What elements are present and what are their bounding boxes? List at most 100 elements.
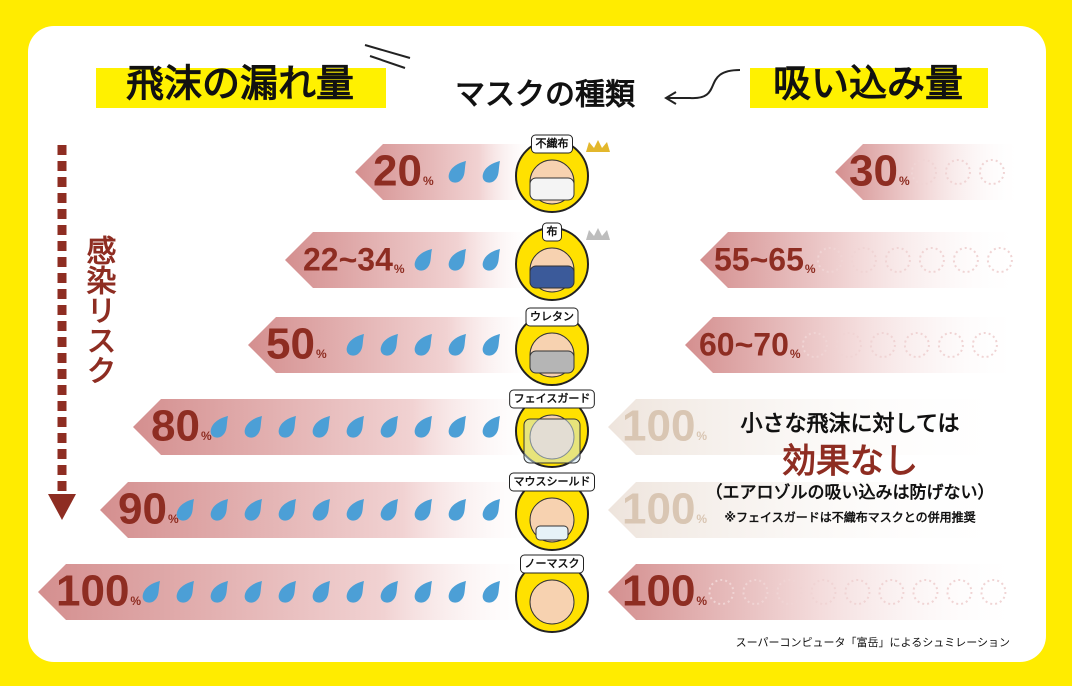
droplet <box>142 581 160 603</box>
mask-label: マウスシールド <box>514 475 591 488</box>
droplet <box>210 581 228 603</box>
emission-unit: % <box>168 512 179 526</box>
right-title: 吸い込み量 <box>773 62 963 106</box>
risk-label: 感染リスク <box>81 235 117 385</box>
footer: スーパーコンピュータ「富岳」によるシュミレーション <box>736 635 1010 649</box>
mask-label-bg <box>509 472 595 492</box>
aerosol <box>844 579 871 605</box>
face <box>529 579 575 625</box>
droplet <box>312 416 330 438</box>
droplet <box>448 334 466 356</box>
crown <box>586 140 610 152</box>
emission-unit: % <box>130 594 141 608</box>
aerosol <box>918 247 945 273</box>
emission-value: 22~34 <box>303 241 393 277</box>
aerosol <box>946 579 973 605</box>
title-arrow-head <box>664 91 677 105</box>
mask-label: ノーマスク <box>525 557 580 570</box>
droplet <box>380 581 398 603</box>
note-line: 小さな飛沫に対しては <box>741 412 960 437</box>
droplet <box>482 416 500 438</box>
inhalation-value: 100 <box>622 567 695 616</box>
title-highlight <box>96 68 386 108</box>
aerosol <box>910 159 937 185</box>
aerosol <box>869 332 896 358</box>
droplet <box>414 581 432 603</box>
droplet <box>448 249 466 271</box>
title-arrow <box>668 69 741 100</box>
droplet <box>176 499 194 521</box>
aerosol <box>884 247 911 273</box>
note-emphasis: 効果なし <box>782 442 918 482</box>
emission-unit: % <box>201 429 212 443</box>
droplet <box>380 416 398 438</box>
inhalation-arrow <box>608 399 1022 455</box>
emission-unit: % <box>316 347 327 361</box>
crown <box>586 228 610 240</box>
aerosol <box>810 579 837 605</box>
aerosol <box>835 332 862 358</box>
risk-arrow-head <box>48 494 76 520</box>
mask-label: ウレタン <box>530 310 574 323</box>
mouth-shield <box>535 525 569 541</box>
center-title: マスクの種類 <box>455 78 636 113</box>
aerosol <box>937 332 964 358</box>
mask-label-bg <box>520 554 584 574</box>
mask <box>529 350 575 374</box>
droplet <box>312 499 330 521</box>
mask-label-bg <box>542 222 562 242</box>
mask-label: 布 <box>547 224 558 238</box>
inhalation-arrow <box>835 144 1022 200</box>
droplet <box>448 581 466 603</box>
emission-arrow <box>355 144 532 200</box>
droplet <box>448 416 466 438</box>
emission-value: 50 <box>266 320 315 369</box>
aerosol <box>816 247 843 273</box>
inhalation-value: 100 <box>622 402 695 451</box>
aerosol <box>944 159 971 185</box>
droplet <box>176 581 194 603</box>
left-title: 飛沫の漏れ量 <box>126 62 354 106</box>
mask-label-bg <box>525 307 579 327</box>
mask <box>529 177 575 201</box>
droplet <box>482 499 500 521</box>
droplet <box>448 161 466 183</box>
aerosol <box>978 159 1005 185</box>
title-highlight <box>750 68 988 108</box>
emission-arrow <box>133 399 532 455</box>
droplet <box>346 334 364 356</box>
droplet <box>346 499 364 521</box>
droplet <box>312 581 330 603</box>
mask-label-bg <box>531 134 573 154</box>
droplet <box>414 416 432 438</box>
speed-lines <box>364 44 411 69</box>
inhalation-arrow <box>608 482 1022 538</box>
droplet <box>278 581 296 603</box>
aerosol <box>708 579 735 605</box>
inhalation-value: 100 <box>622 485 695 534</box>
droplet <box>244 416 262 438</box>
droplet <box>210 416 228 438</box>
inhalation-unit: % <box>696 594 707 608</box>
inhalation-arrow <box>608 564 1022 620</box>
droplet <box>346 416 364 438</box>
aerosol <box>952 247 979 273</box>
droplet <box>278 416 296 438</box>
aerosol <box>903 332 930 358</box>
inhalation-arrow <box>700 232 1022 288</box>
mask-label: 不織布 <box>536 136 569 150</box>
mask-label: フェイスガード <box>514 391 591 405</box>
droplet <box>414 499 432 521</box>
note-line: （エアロゾルの吸い込みは防げない） <box>706 482 995 503</box>
droplet <box>414 334 432 356</box>
inhalation-unit: % <box>805 262 816 276</box>
aerosol <box>850 247 877 273</box>
droplet <box>278 499 296 521</box>
inhalation-arrow <box>685 317 1022 373</box>
aerosol <box>742 579 769 605</box>
droplet <box>414 249 432 271</box>
droplet <box>380 499 398 521</box>
face-shield <box>523 418 581 464</box>
